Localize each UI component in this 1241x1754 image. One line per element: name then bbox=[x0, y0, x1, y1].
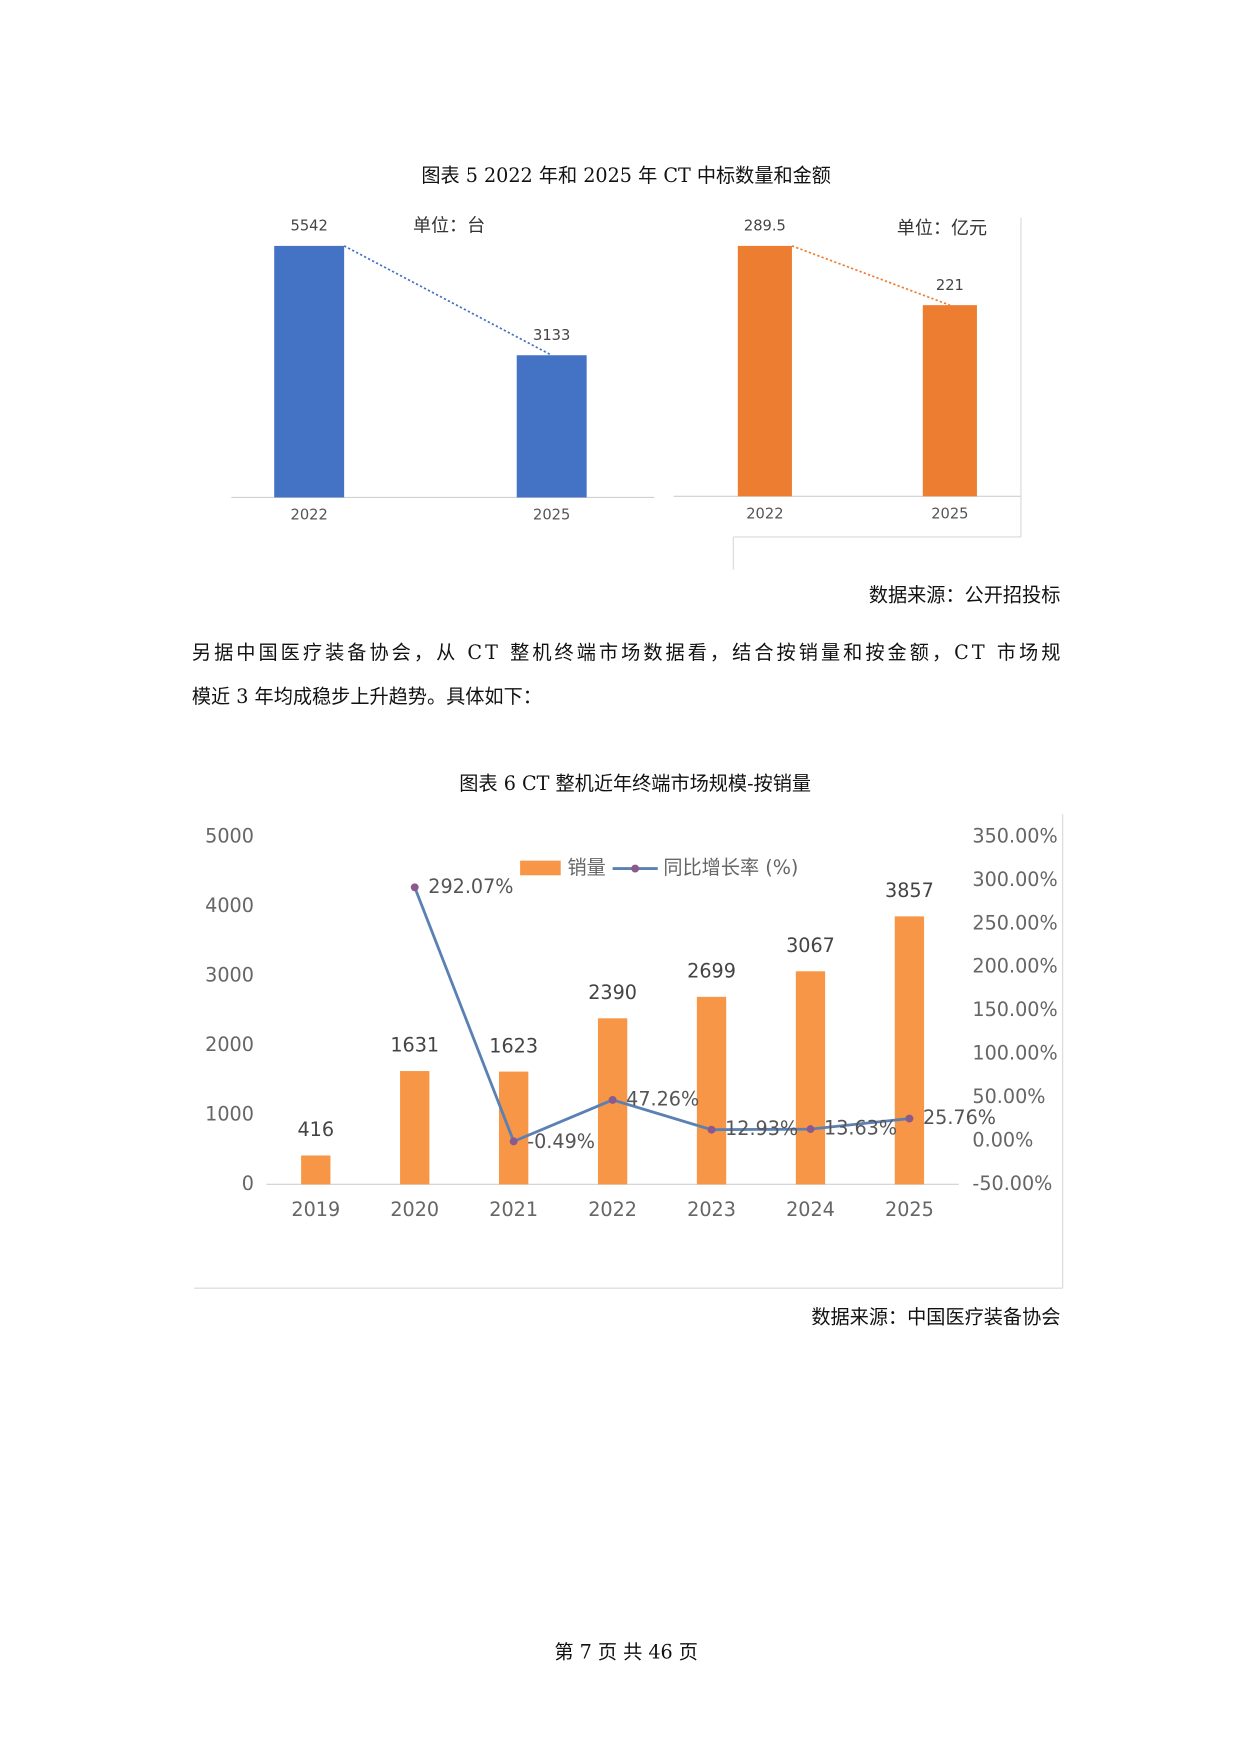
data-label: 25.76% bbox=[923, 1106, 996, 1129]
x-tick-label: 2022 bbox=[588, 1198, 637, 1221]
x-tick-label: 2025 bbox=[533, 506, 570, 523]
data-label: 47.26% bbox=[626, 1087, 699, 1110]
line-marker bbox=[509, 1137, 518, 1146]
unit-label: 单位：亿元 bbox=[897, 218, 987, 239]
y-tick-label: 2000 bbox=[205, 1033, 254, 1056]
data-label: 3067 bbox=[786, 934, 835, 957]
source: 数据来源：中国医疗装备协会 bbox=[811, 1306, 1060, 1329]
data-label: 12.93% bbox=[725, 1117, 798, 1140]
figure-caption: 图表 6 CT 整机近年终端市场规模-按销量 bbox=[459, 772, 811, 795]
x-tick-label: 2022 bbox=[291, 506, 328, 523]
paragraph-line: 另据中国医疗装备协会，从 CT 整机终端市场数据看，结合按销量和按金额，CT 市… bbox=[192, 641, 1061, 664]
line-series bbox=[413, 886, 910, 1144]
x-tick-label: 2023 bbox=[687, 1198, 736, 1221]
line-marker bbox=[608, 1095, 617, 1104]
y2-tick-label: 150.00% bbox=[972, 998, 1057, 1021]
x-tick-label: 2022 bbox=[746, 505, 783, 522]
bar bbox=[737, 245, 792, 497]
trend-line bbox=[343, 245, 553, 356]
source: 数据来源：公开招投标 bbox=[869, 584, 1061, 607]
bar bbox=[516, 355, 587, 498]
data-label: 292.07% bbox=[428, 875, 513, 898]
data-label: 3857 bbox=[885, 879, 934, 902]
data-label: 416 bbox=[297, 1118, 334, 1141]
y2-tick-label: 350.00% bbox=[972, 824, 1057, 847]
bar bbox=[795, 971, 826, 1185]
x-tick-label: 2021 bbox=[489, 1198, 538, 1221]
bar bbox=[499, 1071, 529, 1185]
y-tick-label: 0 bbox=[242, 1172, 254, 1195]
line-marker bbox=[905, 1114, 914, 1123]
y2-tick-label: -50.00% bbox=[972, 1172, 1052, 1195]
y2-tick-label: 0.00% bbox=[972, 1128, 1033, 1151]
data-label: 13.63% bbox=[824, 1117, 897, 1140]
data-label: 3133 bbox=[533, 327, 570, 344]
legend-label: 同比增长率 (%) bbox=[663, 856, 798, 879]
y-tick-label: 4000 bbox=[205, 894, 254, 917]
y2-tick-label: 100.00% bbox=[972, 1042, 1057, 1065]
y2-tick-label: 250.00% bbox=[972, 911, 1057, 934]
bar bbox=[894, 916, 925, 1185]
y-tick-label: 1000 bbox=[205, 1102, 254, 1125]
data-label: -0.49% bbox=[527, 1130, 595, 1153]
legend-swatch bbox=[520, 860, 561, 876]
unit-label: 单位：台 bbox=[413, 216, 485, 237]
y-tick-label: 5000 bbox=[205, 824, 254, 847]
data-label: 2390 bbox=[588, 981, 637, 1004]
data-label: 2699 bbox=[687, 960, 736, 983]
bar bbox=[301, 1155, 331, 1185]
bar bbox=[696, 996, 727, 1185]
x-tick-label: 2025 bbox=[931, 505, 968, 522]
x-tick-label: 2020 bbox=[390, 1198, 439, 1221]
figure-caption: 图表 5 2022 年和 2025 年 CT 中标数量和金额 bbox=[421, 164, 831, 187]
data-label: 1631 bbox=[390, 1034, 439, 1057]
paragraph-line: 模近 3 年均成稳步上升趋势。具体如下： bbox=[192, 685, 542, 708]
trend-line bbox=[791, 245, 951, 306]
data-label: 1623 bbox=[489, 1034, 538, 1057]
x-tick-label: 2019 bbox=[291, 1198, 340, 1221]
data-label: 5542 bbox=[291, 218, 328, 235]
y2-tick-label: 50.00% bbox=[972, 1085, 1045, 1108]
line-marker bbox=[806, 1125, 815, 1134]
line-marker bbox=[410, 883, 419, 892]
legend-swatch bbox=[631, 864, 640, 873]
y-tick-label: 3000 bbox=[205, 963, 254, 986]
line-marker bbox=[707, 1125, 716, 1134]
bar bbox=[274, 245, 345, 498]
y2-tick-label: 300.00% bbox=[972, 868, 1057, 891]
bar bbox=[400, 1071, 430, 1185]
x-tick-label: 2024 bbox=[786, 1198, 835, 1221]
page-footer: 第 7 页 共 46 页 bbox=[554, 1641, 698, 1664]
data-label: 289.5 bbox=[744, 218, 786, 235]
x-tick-label: 2025 bbox=[885, 1198, 934, 1221]
bar bbox=[922, 305, 977, 497]
data-label: 221 bbox=[936, 277, 964, 294]
y2-tick-label: 200.00% bbox=[972, 955, 1057, 978]
legend-label: 销量 bbox=[567, 856, 605, 879]
